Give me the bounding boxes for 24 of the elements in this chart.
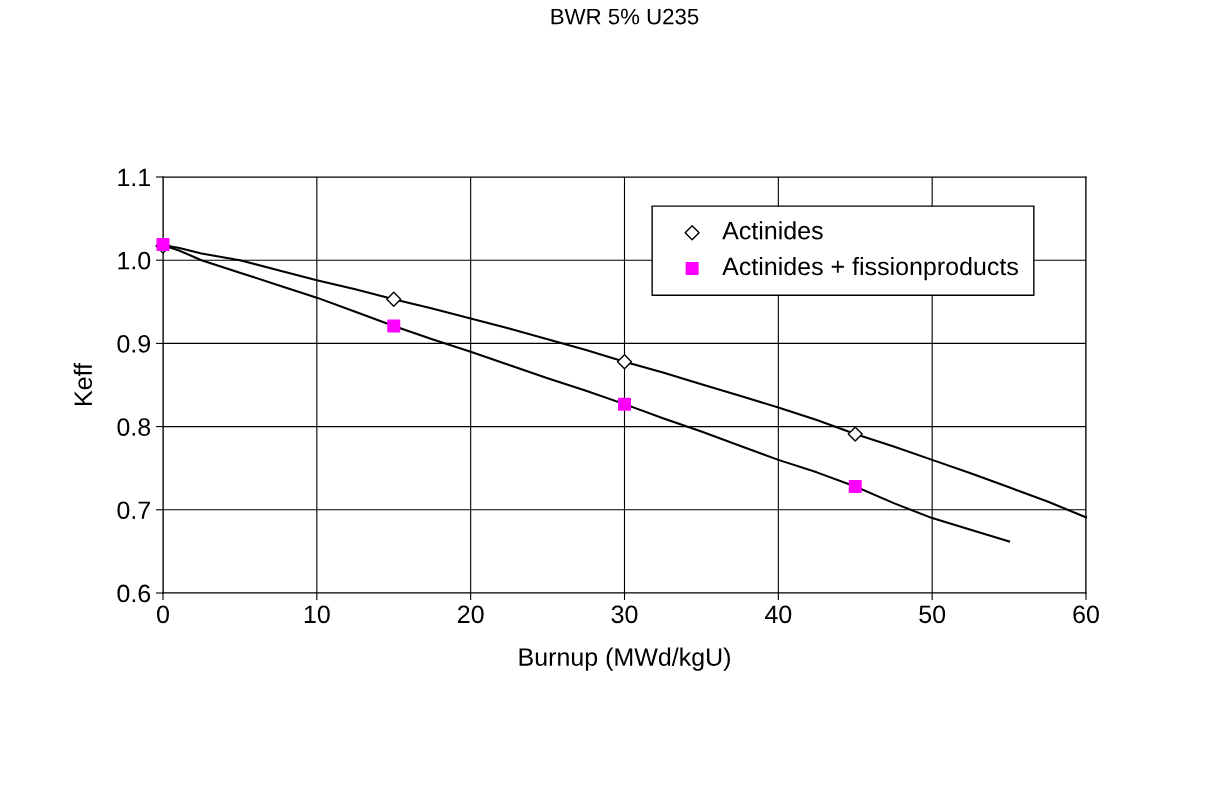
- y-tick-label: 0.7: [117, 501, 150, 520]
- point: [617, 397, 632, 411]
- point: [848, 479, 862, 494]
- y-axis-title: Keff: [73, 362, 93, 405]
- x-tick-label: 10: [304, 605, 330, 624]
- y-tick-label: 1.0: [118, 251, 151, 270]
- point: [386, 291, 402, 307]
- point: [387, 319, 401, 333]
- y-tick-label: 0.9: [117, 335, 151, 353]
- legend-label: Actinides + fissionproducts: [722, 256, 1018, 281]
- x-tick-label: 20: [458, 605, 484, 624]
- x-tick-label: 0: [157, 605, 169, 624]
- x-axis-title: Burnup (MWd/kgU): [519, 647, 730, 671]
- x-tick-label: 50: [919, 605, 946, 624]
- y-tick-label: 1.1: [118, 168, 150, 187]
- chart-title: BWR 5% U235: [551, 8, 699, 25]
- y-tick-label: 0.8: [117, 418, 151, 436]
- legend-label: Actinides: [722, 221, 823, 240]
- point: [616, 354, 633, 370]
- point: [847, 426, 863, 442]
- x-tick-label: 40: [765, 605, 792, 624]
- x-tick-label: 60: [1073, 605, 1099, 624]
- x-tick-label: 30: [611, 605, 638, 624]
- y-tick-label: 0.6: [117, 584, 151, 603]
